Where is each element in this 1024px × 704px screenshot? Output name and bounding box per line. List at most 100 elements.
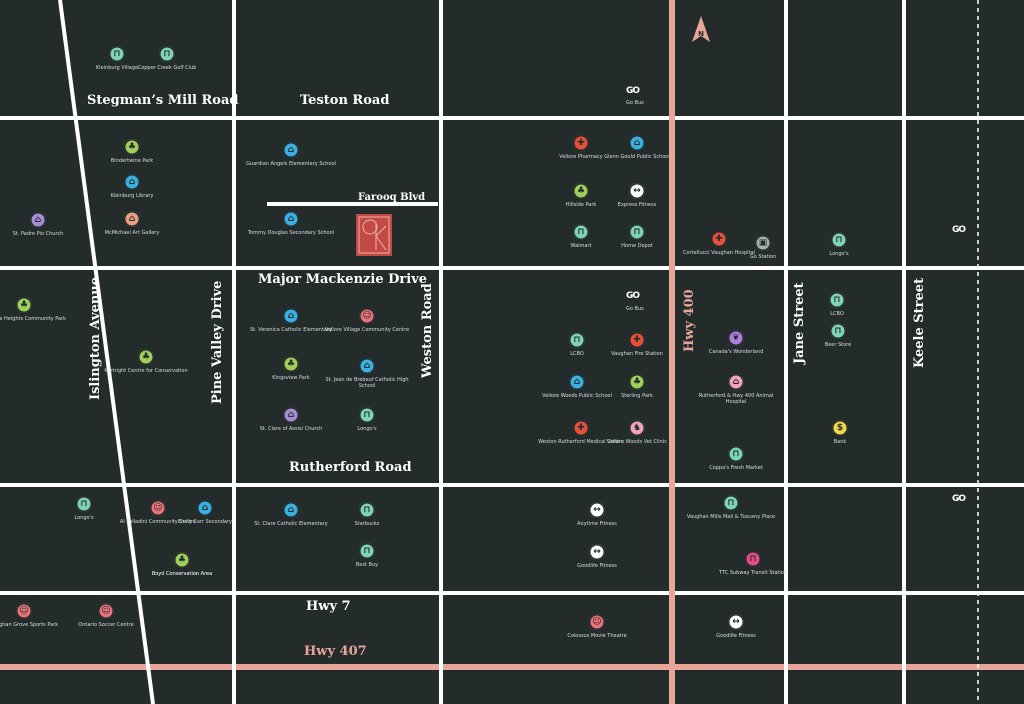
poi-label: Anytime Fitness xyxy=(577,521,617,527)
poi-marker[interactable]: ♣ Bindertwine Park xyxy=(87,139,177,164)
poi-label: Vaughan Fire Station xyxy=(611,351,663,357)
poi-label: Bindertwine Park xyxy=(110,158,154,164)
poi-marker[interactable]: ♣ Sonoma Heights Community Park xyxy=(0,297,69,322)
compass-letter: N xyxy=(698,30,704,38)
poi-marker[interactable]: ⊓ Beer Store xyxy=(793,323,883,348)
poi-marker[interactable]: ⊓ Coppa's Fresh Market xyxy=(691,446,781,471)
poi-marker[interactable]: ↔ Goodlife Fitness xyxy=(691,614,781,639)
poi-marker[interactable]: ⊓ Walmart xyxy=(536,224,626,249)
community-icon: ☺ xyxy=(98,603,114,619)
weston-road-label: Weston Road xyxy=(420,283,435,378)
poi-marker[interactable]: ↔ Goodlife Fitness xyxy=(552,544,642,569)
go-bus-label-north: Go Bus xyxy=(626,100,644,106)
poi-marker[interactable]: ↔ Anytime Fitness xyxy=(552,502,642,527)
poi-marker[interactable]: ☺ Colossus Movie Theatre xyxy=(552,614,642,639)
poi-label: Kleinburg Village xyxy=(95,65,139,71)
poi-marker[interactable]: ⌂ Vellore Woods Public School xyxy=(532,374,622,399)
stegmans-mill-road-label: Stegman’s Mill Road xyxy=(87,93,239,108)
poi-marker[interactable]: ⊓ Longo's xyxy=(794,232,884,257)
poi-marker[interactable]: ⊓ Best Buy xyxy=(322,543,412,568)
medical-icon: ✚ xyxy=(573,420,589,436)
poi-marker[interactable]: ♣ Hillside Park xyxy=(536,183,626,208)
poi-marker[interactable]: ✚ Cortellucci Vaughan Hospital xyxy=(674,231,764,256)
poi-marker[interactable]: ☺ Vaughan Grove Sports Park xyxy=(0,603,69,628)
poi-marker[interactable]: ⌂ St. Clare Catholic Elementary xyxy=(246,502,336,527)
poi-marker[interactable]: ▣ Go Station xyxy=(718,235,808,260)
tree-icon: ♣ xyxy=(16,297,32,313)
community-icon: ☺ xyxy=(589,614,605,630)
poi-marker[interactable]: ↔ Express Fitness xyxy=(592,183,682,208)
shopping-bag-icon: ⊓ xyxy=(830,323,846,339)
hwy7-label: Hwy 7 xyxy=(306,599,351,614)
poi-marker[interactable]: ⊓ Home Depot xyxy=(592,224,682,249)
bank-icon: $ xyxy=(832,420,848,436)
shopping-bag-icon: ⊓ xyxy=(359,543,375,559)
medical-icon: ✚ xyxy=(573,135,589,151)
church-icon: ⌂ xyxy=(283,407,299,423)
poi-label: Sonoma Heights Community Park xyxy=(0,316,67,322)
poi-marker[interactable]: ⊓ LCBO xyxy=(532,332,622,357)
poi-label: Guardian Angels Elementary School xyxy=(246,161,336,167)
poi-marker[interactable]: ⌂ McMichael Art Gallery xyxy=(87,211,177,236)
fitness-icon: ↔ xyxy=(728,614,744,630)
poi-marker[interactable]: ✚ Vellore Pharmacy xyxy=(536,135,626,160)
poi-label: St. Padre Pio Church xyxy=(12,231,64,237)
poi-marker[interactable]: ⊓ Longo's xyxy=(39,496,129,521)
poi-marker[interactable]: ♣ Kingsview Park xyxy=(246,356,336,381)
go-bus-logo-south: GO xyxy=(626,291,640,301)
poi-label: Vellore Woods Public School xyxy=(542,393,612,399)
poi-label: Kingsview Park xyxy=(272,375,310,381)
poi-marker[interactable]: ⌂ Glenn Gould Public School xyxy=(592,135,682,160)
poi-marker[interactable]: ☺ Vellore Village Community Centre xyxy=(322,308,412,333)
poi-label: Longo's xyxy=(829,251,849,257)
poi-marker[interactable]: ⌂ Tommy Douglas Secondary School xyxy=(246,211,336,236)
poi-label: Vellore Pharmacy xyxy=(559,154,603,160)
poi-label: Tommy Douglas Secondary School xyxy=(247,230,335,236)
poi-marker[interactable]: ⌂ St. Clare of Assisi Church xyxy=(246,407,336,432)
poi-marker[interactable]: ☺ AI Palladini Community Centre xyxy=(113,500,203,525)
pine-valley-drive-label: Pine Valley Drive xyxy=(210,280,225,404)
poi-marker[interactable]: ⌂ St. Jean de Brebeuf Catholic High Schoo… xyxy=(322,358,412,389)
poi-marker[interactable]: ⊓ Vaughan Mills Mall & Tuscany Place xyxy=(686,495,776,520)
poi-marker[interactable]: $ Bank xyxy=(795,420,885,445)
school-icon: ⌂ xyxy=(197,500,213,516)
poi-label: LCBO xyxy=(830,311,844,317)
poi-marker[interactable]: ♞ Vellore Woods Vet Clinic xyxy=(592,420,682,445)
poi-marker[interactable]: ✚ Vaughan Fire Station xyxy=(592,332,682,357)
poi-marker[interactable]: ⊓ TTC Subway Transit Station xyxy=(708,551,798,576)
poi-marker[interactable]: ⌂ Emily Carr Secondary xyxy=(160,500,250,525)
poi-marker[interactable]: ⌂ St. Padre Pio Church xyxy=(0,212,83,237)
poi-marker[interactable]: ⌂ St. Veronica Catholic Elementary xyxy=(246,308,336,333)
poi-marker[interactable]: ♣ Sterling Park xyxy=(592,374,682,399)
poi-label: Go Station xyxy=(749,254,777,260)
poi-marker[interactable]: ⌂ Rutherford & Hwy 400 Animal Hospital xyxy=(691,374,781,405)
poi-marker[interactable]: ⊓ Copper Creek Golf Club xyxy=(122,46,212,71)
church-icon: ⌂ xyxy=(30,212,46,228)
poi-marker[interactable]: ❦ Canada's Wonderland xyxy=(691,330,781,355)
poi-marker[interactable]: ♣ Kortright Centre for Conservation xyxy=(101,349,191,374)
poi-label: Bank xyxy=(833,439,847,445)
school-icon: ⌂ xyxy=(283,211,299,227)
shopping-bag-icon: ⊓ xyxy=(831,232,847,248)
tree-icon: ♣ xyxy=(124,139,140,155)
compass-north-icon: N xyxy=(692,16,710,42)
poi-marker[interactable]: ✚ Weston Rutherford Medical Centre xyxy=(536,420,626,445)
poi-marker[interactable]: ⊓ Longo's xyxy=(322,407,412,432)
poi-label: Vellore Woods Vet Clinic xyxy=(607,439,667,445)
shopping-bag-icon: ⊓ xyxy=(159,46,175,62)
poi-marker[interactable]: ⊓ Starbucks xyxy=(322,502,412,527)
medical-icon: ✚ xyxy=(711,231,727,247)
poi-label: McMichael Art Gallery xyxy=(104,230,160,236)
poi-label: St. Jean de Brebeuf Catholic High School xyxy=(325,377,409,389)
poi-marker[interactable]: ⊓ Kleinburg Village xyxy=(72,46,162,71)
poi-marker[interactable]: ☺ Ontario Soccer Centre xyxy=(61,603,151,628)
poi-marker[interactable]: ♣ Boyd Conservation Area xyxy=(137,552,227,577)
islington-avenue-line xyxy=(58,0,155,704)
poi-marker[interactable]: ⌂ Kleinburg Library xyxy=(87,174,177,199)
tree-icon: ♣ xyxy=(283,356,299,372)
poi-marker[interactable]: ⌂ Guardian Angels Elementary School xyxy=(246,142,336,167)
poi-marker[interactable]: ⊓ LCBO xyxy=(792,292,882,317)
poi-label: Cortellucci Vaughan Hospital xyxy=(683,250,755,256)
development-site-logo[interactable] xyxy=(356,214,392,256)
